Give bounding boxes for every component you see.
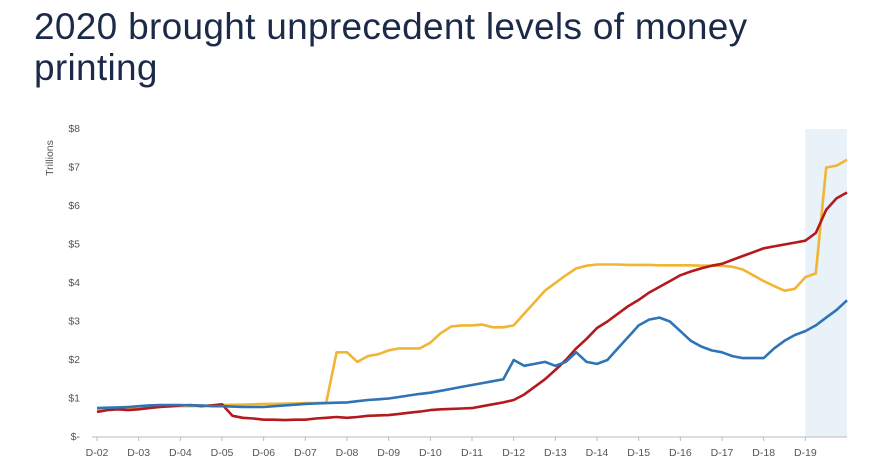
x-tick-label: D-07 bbox=[294, 447, 317, 459]
x-tick-label: D-02 bbox=[86, 447, 109, 459]
x-tick-label: D-05 bbox=[211, 447, 234, 459]
x-tick-label: D-08 bbox=[336, 447, 359, 459]
y-tick-label: $6 bbox=[68, 200, 80, 212]
x-tick-label: D-09 bbox=[377, 447, 400, 459]
y-tick-label: $5 bbox=[68, 238, 80, 250]
y-tick-label: $3 bbox=[68, 315, 80, 327]
x-tick-label: D-14 bbox=[586, 447, 609, 459]
y-axis-label: Trillions bbox=[44, 140, 56, 176]
series-line bbox=[96, 191, 848, 422]
y-tick-label: $1 bbox=[68, 392, 80, 404]
y-tick-label: $- bbox=[71, 431, 81, 443]
x-tick-label: D-15 bbox=[627, 447, 650, 459]
x-tick-label: D-17 bbox=[711, 447, 734, 459]
series-line bbox=[96, 299, 848, 410]
x-tick-label: D-03 bbox=[127, 447, 150, 459]
chart-title: 2020 brought unprecedent levels of money… bbox=[34, 6, 748, 88]
x-tick-label: D-13 bbox=[544, 447, 567, 459]
x-tick-label: D-18 bbox=[752, 447, 775, 459]
x-tick-label: D-11 bbox=[461, 447, 483, 459]
x-tick-label: D-04 bbox=[169, 447, 192, 459]
y-tick-label: $7 bbox=[68, 161, 80, 173]
x-tick-label: D-16 bbox=[669, 447, 692, 459]
y-tick-label: $8 bbox=[68, 123, 80, 135]
x-tick-label: D-12 bbox=[502, 447, 525, 459]
y-tick-label: $2 bbox=[68, 354, 80, 366]
series-line bbox=[96, 158, 848, 411]
x-tick-label: D-06 bbox=[252, 447, 275, 459]
x-tick-label: D-19 bbox=[794, 447, 817, 459]
x-tick-label: D-10 bbox=[419, 447, 442, 459]
y-tick-label: $4 bbox=[68, 277, 80, 289]
